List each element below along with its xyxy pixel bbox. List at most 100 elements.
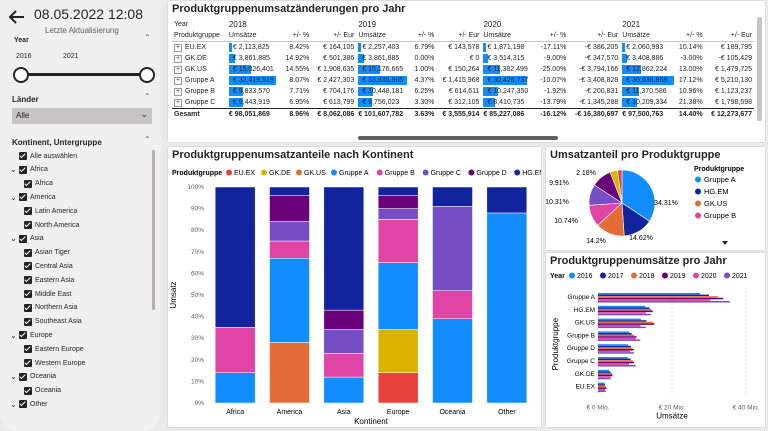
hbar[interactable]	[598, 376, 611, 378]
hbar[interactable]	[598, 382, 605, 385]
collapse-chevron-icon[interactable]: ⌄	[10, 330, 17, 340]
stacked-bar-segment[interactable]	[323, 353, 365, 378]
matrix-table[interactable]: Year 2018 2019 2020 2021 Produktgruppe Umsätze…	[172, 19, 754, 120]
legend-marker[interactable]	[695, 200, 701, 207]
legend-item[interactable]: GK.US	[704, 199, 727, 208]
chevron-up-icon[interactable]: ⌃	[144, 135, 151, 144]
hbar[interactable]	[598, 339, 641, 341]
hbar[interactable]	[598, 296, 718, 298]
region-item[interactable]: Asian Tiger	[24, 247, 70, 259]
checkbox[interactable]	[19, 234, 27, 243]
row-header[interactable]: + EU.EX	[172, 42, 227, 54]
checkbox[interactable]	[24, 290, 32, 298]
checkbox[interactable]	[24, 345, 32, 354]
legend-item[interactable]: Gruppe A	[339, 170, 369, 177]
legend-marker[interactable]	[514, 169, 521, 176]
legend-item[interactable]: 2016	[577, 273, 593, 280]
region-item[interactable]: Eastern Asia	[24, 274, 74, 286]
legend-item[interactable]: GK.US	[304, 170, 326, 177]
legend-scroll-down-icon[interactable]	[722, 241, 728, 245]
legend-marker[interactable]	[695, 212, 701, 219]
checkbox[interactable]	[19, 165, 27, 174]
expand-plus-icon[interactable]: +	[174, 43, 182, 52]
region-item[interactable]: Central Asia	[24, 260, 73, 272]
legend-marker[interactable]	[724, 272, 730, 279]
row-header[interactable]: + Gruppe C	[172, 97, 227, 109]
hbar[interactable]	[598, 301, 730, 303]
expand-plus-icon[interactable]: +	[174, 87, 182, 96]
legend-item[interactable]: 2018	[639, 273, 655, 280]
hbar[interactable]	[598, 349, 634, 351]
region-item[interactable]: Alle auswählen	[10, 150, 77, 162]
checkbox[interactable]	[24, 179, 32, 188]
hbar[interactable]	[598, 387, 607, 389]
region-item[interactable]: Latin America	[24, 205, 77, 217]
matrix-hscrollbar[interactable]	[358, 136, 558, 140]
checkbox[interactable]	[24, 276, 32, 285]
expand-plus-icon[interactable]: +	[174, 54, 182, 63]
hbar[interactable]	[598, 293, 701, 295]
checkbox[interactable]	[24, 386, 32, 395]
stacked-bar-segment[interactable]	[269, 258, 310, 343]
expand-plus-icon[interactable]: +	[174, 76, 182, 85]
checkbox[interactable]	[24, 262, 32, 271]
filter-scrollbar[interactable]	[152, 150, 155, 310]
stacked-bar-segment[interactable]	[377, 208, 419, 220]
stacked-bar-segment[interactable]	[377, 329, 419, 374]
table-row[interactable]: + GK.US € 15,026,401 14.55% € 1,908,635 € 15,…	[172, 64, 754, 75]
hbar[interactable]	[598, 321, 654, 324]
checkbox[interactable]	[24, 359, 32, 367]
collapse-chevron-icon[interactable]: ⌄	[10, 192, 17, 202]
hbar[interactable]	[598, 361, 635, 364]
hbar[interactable]	[598, 363, 630, 365]
region-item[interactable]: ⌄ Europe	[10, 329, 53, 341]
region-item[interactable]: ⌄ America	[10, 191, 56, 203]
matrix-year[interactable]: 2020	[483, 20, 502, 29]
hbar[interactable]	[598, 326, 646, 329]
legend-item[interactable]: Gruppe A	[704, 175, 736, 184]
region-item[interactable]: Northern Asia	[24, 302, 77, 314]
hbar[interactable]	[598, 334, 635, 337]
legend-marker[interactable]	[261, 169, 267, 176]
legend-item[interactable]: EU.EX	[234, 170, 255, 177]
hbar[interactable]	[598, 369, 610, 372]
checkbox[interactable]	[19, 400, 27, 409]
legend-item[interactable]: 2017	[608, 273, 624, 280]
legend-item[interactable]: Gruppe B	[704, 211, 736, 220]
region-item[interactable]: ⌄ Asia	[10, 233, 44, 245]
hbar[interactable]	[598, 305, 646, 308]
legend-marker[interactable]	[226, 169, 232, 176]
legend-item[interactable]: 2021	[732, 273, 748, 280]
stacked-bar-segment[interactable]	[214, 186, 256, 328]
hbar[interactable]	[598, 384, 606, 386]
legend-item[interactable]: Gruppe D	[476, 170, 506, 177]
legend-marker[interactable]	[695, 188, 701, 195]
expand-plus-icon[interactable]: +	[174, 98, 182, 107]
stacked-bar-segment[interactable]	[432, 318, 473, 404]
expand-plus-icon[interactable]: +	[174, 65, 182, 74]
row-header[interactable]: + GK.US	[172, 64, 227, 75]
region-item[interactable]: Eastern Europe	[24, 343, 84, 355]
legend-marker[interactable]	[693, 272, 699, 279]
stacked-bar-segment[interactable]	[377, 219, 419, 263]
stacked-bar-segment[interactable]	[377, 186, 419, 196]
hbar[interactable]	[598, 352, 634, 354]
matrix-year[interactable]: 2021	[622, 20, 641, 29]
collapse-chevron-icon[interactable]: ⌄	[10, 165, 17, 175]
collapse-chevron-icon[interactable]: ⌄	[10, 372, 17, 382]
stacked-bar-segment[interactable]	[214, 372, 256, 404]
stacked-bar-segment[interactable]	[377, 195, 419, 209]
collapse-chevron-icon[interactable]: ⌄	[10, 399, 17, 409]
stacked-bar-segment[interactable]	[269, 240, 310, 259]
region-item[interactable]: Africa	[24, 178, 53, 190]
hbar[interactable]	[598, 294, 709, 297]
matrix-scrollbar[interactable]	[757, 17, 762, 121]
hbar[interactable]	[598, 318, 641, 321]
stacked-bar-segment[interactable]	[323, 309, 365, 330]
laender-dropdown[interactable]: Alle ⌄	[12, 108, 152, 124]
hbar[interactable]	[598, 309, 652, 311]
table-row[interactable]: + Gruppe C € 9,443,919 6.95% € 613,799 € 9,75…	[172, 97, 754, 109]
pie-slice[interactable]	[617, 169, 623, 204]
hbar[interactable]	[598, 347, 633, 349]
region-item[interactable]: ⌄ Africa	[10, 164, 48, 176]
